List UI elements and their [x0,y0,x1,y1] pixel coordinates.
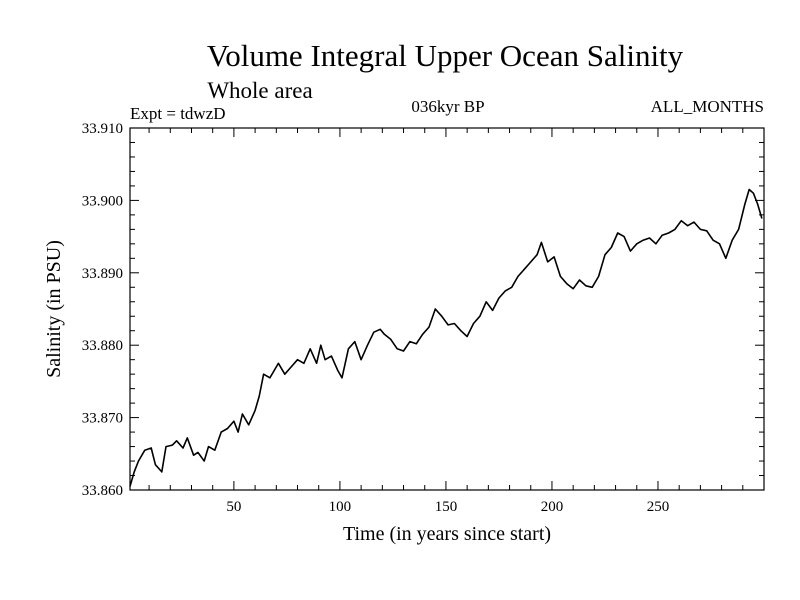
months-label: ALL_MONTHS [651,97,764,116]
y-tick-label: 33.870 [82,411,123,427]
experiment-label: Expt = tdwzD [130,104,226,123]
x-tick-labels: 50 100 150 200 250 [226,499,669,515]
y-tick-label: 33.910 [82,121,123,137]
y-tick-label: 33.890 [82,266,123,282]
x-tick-label: 150 [435,499,458,515]
x-axis-label: Time (in years since start) [343,523,551,545]
chart-title: Volume Integral Upper Ocean Salinity [207,38,684,73]
y-tick-labels: 33.860 33.870 33.880 33.890 33.900 33.910 [82,121,123,499]
x-tick-label: 250 [647,499,670,515]
y-tick-label: 33.900 [82,193,123,209]
y-tick-label: 33.880 [82,338,123,354]
axis-ticks [130,127,764,491]
plot-frame [129,127,765,491]
salinity-series-line [129,188,763,487]
y-tick-label: 33.860 [82,483,123,499]
x-tick-label: 50 [226,499,241,515]
x-tick-label: 100 [329,499,352,515]
x-tick-label: 200 [541,499,564,515]
y-axis-label: Salinity (in PSU) [43,240,65,378]
period-label: 036kyr BP [411,97,484,116]
chart-subtitle: Whole area [207,78,312,103]
